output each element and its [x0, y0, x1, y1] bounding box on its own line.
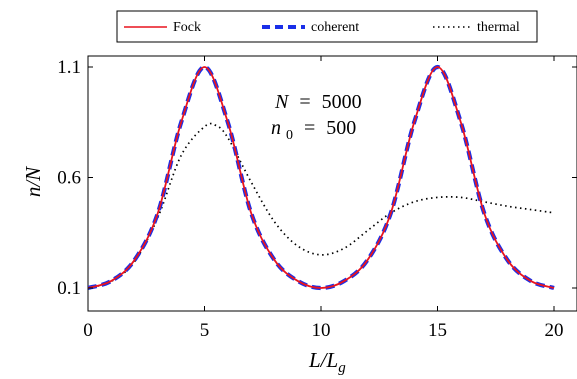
annotation-n-value: 5000 [322, 91, 362, 113]
tick-layer: 0 5 10 15 20 0.1 0.6 1.1 [57, 56, 577, 341]
series-line-fock [88, 66, 555, 289]
y-tick-label: 0.6 [57, 168, 81, 189]
annotation-n0-op: = [304, 117, 315, 139]
annotation-n0-var: n [271, 117, 281, 139]
series-layer [88, 64, 555, 291]
annotation-n-var: N [274, 91, 290, 113]
legend-box [116, 10, 538, 43]
x-tick-label: 10 [312, 320, 331, 341]
series-line-thermal [88, 122, 555, 289]
x-tick-label: 0 [83, 320, 93, 341]
annotation-n0-value: 500 [326, 117, 356, 139]
y-tick-label: 1.1 [57, 57, 81, 78]
x-axis-label: L/Lg [308, 348, 346, 376]
annotation-n0-sub: 0 [286, 128, 293, 143]
legend-label-fock: Fock [173, 20, 201, 35]
annotation-n0: n 0 = 500 [271, 117, 356, 144]
x-tick-label: 5 [200, 320, 210, 341]
svg-text:n 0 = 500: n 0 = 500 [271, 117, 356, 144]
plot-frame [87, 55, 577, 312]
x-tick-label: 20 [545, 320, 564, 341]
y-tick-label: 0.1 [57, 278, 81, 299]
y-axis-label: n/N [21, 166, 45, 197]
legend-label-coherent: coherent [311, 20, 359, 35]
legend: Fock coherent thermal [116, 10, 538, 43]
annotation-n-op: = [299, 91, 310, 113]
x-tick-label: 15 [428, 320, 447, 341]
annotation-n: N = 5000 [274, 91, 362, 113]
legend-label-thermal: thermal [477, 20, 520, 35]
svg-text:N = 5000: N = 5000 [274, 91, 362, 113]
